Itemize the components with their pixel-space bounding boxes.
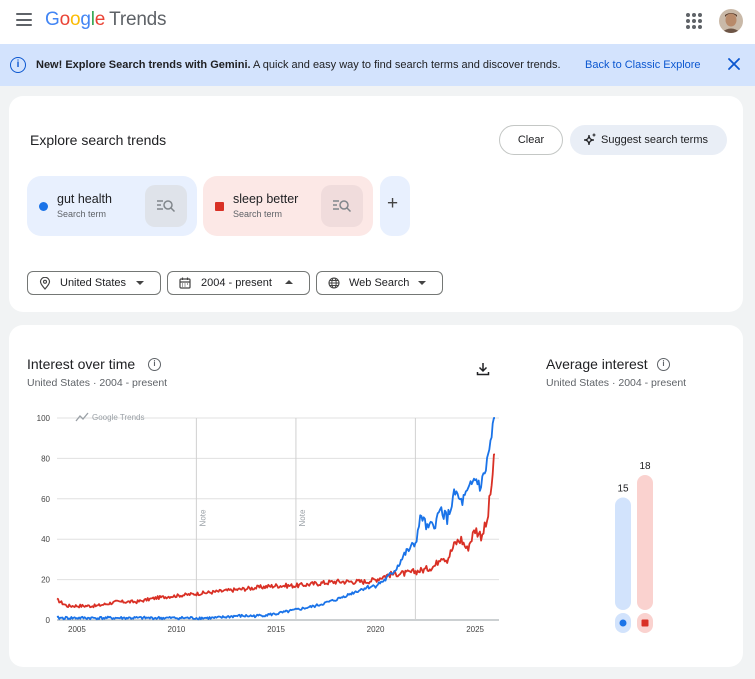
apps-grid-icon[interactable]	[686, 13, 702, 29]
search-term-chip-2[interactable]: sleep better Search term	[203, 176, 373, 236]
logo-letter: l	[90, 9, 95, 30]
logo-letter: o	[69, 9, 81, 30]
info-icon[interactable]: i	[657, 358, 670, 371]
search-term-name[interactable]: gut health	[57, 192, 112, 206]
y-tick-label: 20	[41, 576, 50, 585]
info-icon: i	[10, 57, 26, 73]
x-tick-label: 2025	[466, 625, 484, 634]
search-term-type: Search term	[57, 209, 107, 219]
y-tick-label: 60	[41, 495, 50, 504]
google-trends-logo[interactable]: Google Trends	[45, 9, 167, 31]
avatar-image	[719, 9, 743, 33]
menu-icon[interactable]	[16, 13, 32, 27]
calendar-icon	[179, 277, 191, 289]
search-term-button[interactable]	[321, 185, 363, 227]
search-term-button[interactable]	[145, 185, 187, 227]
location-pin-icon	[39, 277, 51, 290]
time-range-dropdown[interactable]: 2004 - present	[167, 271, 310, 295]
average-interest-title: Average interest	[546, 356, 648, 372]
chevron-down-icon	[418, 281, 426, 285]
logo-letter: o	[59, 9, 71, 30]
avatar[interactable]	[719, 9, 743, 33]
logo-trends: Trends	[109, 9, 167, 30]
y-tick-label: 0	[46, 616, 51, 625]
search-term-chip-1[interactable]: gut health Search term	[27, 176, 197, 236]
chevron-up-icon	[285, 280, 293, 284]
average-value-label: 18	[639, 461, 651, 472]
x-tick-label: 2015	[267, 625, 285, 634]
plus-icon: +	[387, 193, 399, 214]
search-term-type: Search term	[233, 209, 283, 219]
y-tick-label: 100	[37, 414, 51, 423]
top-bar: Google Trends	[0, 0, 755, 44]
y-tick-label: 80	[41, 454, 50, 463]
series-marker-circle	[619, 619, 627, 627]
series-marker-square	[215, 202, 224, 211]
google-trends-watermark: Google Trends	[92, 413, 144, 422]
average-value-label: 15	[617, 484, 629, 495]
x-tick-label: 2010	[168, 625, 186, 634]
logo-letter: e	[94, 9, 106, 30]
logo-letter: g	[80, 9, 91, 30]
location-dropdown[interactable]: United States	[27, 271, 161, 295]
y-tick-label: 40	[41, 535, 50, 544]
series-line[interactable]	[56, 417, 495, 621]
average-bar[interactable]	[615, 497, 631, 611]
interest-over-time-chart[interactable]: 100 80 60 40 20 0 2005 2010 2015 2020 2025 Note Note…	[9, 325, 743, 667]
suggest-search-terms-button[interactable]: Suggest search terms	[570, 125, 727, 155]
add-search-term-button[interactable]: +	[380, 176, 410, 236]
interest-over-time-title: Interest over time	[27, 356, 136, 372]
search-term-name[interactable]: sleep better	[233, 192, 299, 206]
explore-card: Explore search trends Clear Suggest sear…	[9, 96, 743, 312]
chevron-down-icon	[136, 281, 144, 285]
gemini-banner: i New! Explore Search trends with Gemini…	[0, 44, 755, 86]
series-marker-square	[641, 619, 649, 627]
x-tick-label: 2005	[68, 625, 86, 634]
info-icon[interactable]: i	[148, 358, 161, 371]
banner-text: New! Explore Search trends with Gemini. …	[36, 59, 561, 71]
globe-icon	[328, 277, 340, 289]
interest-subtitle: United States · 2004 - present	[27, 377, 168, 389]
search-list-icon	[157, 200, 176, 213]
suggest-label: Suggest search terms	[601, 134, 708, 146]
back-to-classic-link[interactable]: Back to Classic Explore	[585, 59, 701, 71]
property-value: Web Search	[349, 277, 410, 289]
average-subtitle: United States · 2004 - present	[546, 377, 687, 389]
clear-button[interactable]: Clear	[499, 125, 563, 155]
close-icon[interactable]	[728, 58, 740, 70]
x-tick-label: 2020	[367, 625, 385, 634]
search-list-icon	[333, 200, 352, 213]
explore-title: Explore search trends	[30, 132, 167, 148]
location-value: United States	[60, 277, 127, 289]
logo-letter: G	[45, 9, 60, 30]
logo-google: Google	[45, 9, 105, 30]
time-range-value: 2004 - present	[201, 277, 272, 289]
series-line[interactable]	[56, 453, 496, 609]
trend-icon	[75, 412, 89, 422]
note-label: Note	[198, 509, 207, 526]
download-icon[interactable]	[476, 362, 490, 376]
series-marker-circle	[39, 202, 48, 211]
sparkle-icon	[583, 133, 596, 146]
search-property-dropdown[interactable]: Web Search	[316, 271, 443, 295]
results-card: Interest over time i United States · 200…	[9, 325, 743, 667]
average-bar[interactable]	[637, 475, 653, 610]
note-label: Note	[298, 509, 307, 526]
